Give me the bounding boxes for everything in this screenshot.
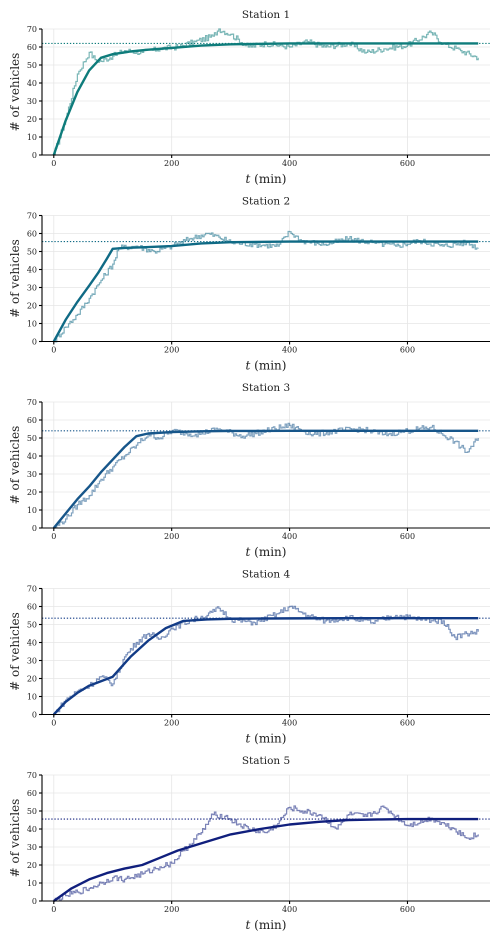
- y-tick-label: 0: [32, 524, 37, 533]
- y-tick-label: 70: [27, 211, 37, 220]
- y-tick-label: 60: [27, 229, 37, 238]
- mean-curve-line: [52, 617, 479, 716]
- y-tick-label: 10: [27, 879, 37, 888]
- y-tick-label: 0: [32, 897, 37, 906]
- y-tick-label: 0: [32, 337, 37, 346]
- station-panel-3: Station 3 0 10 20 30 40 50 60 70 0 200 400 600 t (min…: [8, 382, 490, 559]
- y-tick-label: 50: [27, 620, 37, 629]
- x-tick-label: 400: [282, 905, 297, 914]
- y-tick-label: 20: [27, 674, 37, 683]
- x-axis-label: t (min): [246, 359, 287, 373]
- y-axis-label: # of vehicles: [8, 612, 22, 691]
- y-tick-label: 0: [32, 710, 37, 719]
- x-tick-label: 400: [282, 159, 297, 168]
- station-panel-5: Station 5 0 10 20 30 40 50 60 70 0 200 400 600 t (min…: [8, 755, 490, 932]
- x-tick-label: 600: [400, 719, 415, 728]
- x-tick-label: 0: [51, 905, 56, 914]
- y-tick-label: 0: [32, 151, 37, 160]
- x-tick-label: 0: [51, 719, 56, 728]
- station-panel-2: Station 2 0 10 20 30 40 50 60 70 0 200 400 600 t (min…: [8, 196, 490, 373]
- mean-curve-line: [52, 240, 479, 343]
- y-axis-label: # of vehicles: [8, 799, 22, 878]
- y-tick-label: 20: [27, 488, 37, 497]
- y-tick-label: 40: [27, 265, 37, 274]
- chart-title: Station 2: [242, 196, 290, 208]
- y-tick-label: 20: [27, 115, 37, 124]
- y-axis-label: # of vehicles: [8, 426, 22, 505]
- y-tick-label: 10: [27, 692, 37, 701]
- simulation-line: [53, 805, 479, 902]
- simulation-line: [53, 422, 479, 529]
- y-tick-label: 30: [27, 843, 37, 852]
- y-tick-label: 10: [27, 319, 37, 328]
- simulation-line: [53, 28, 479, 156]
- chart-title: Station 1: [242, 9, 290, 21]
- y-tick-label: 40: [27, 825, 37, 834]
- y-tick-label: 40: [27, 638, 37, 647]
- y-tick-label: 50: [27, 61, 37, 70]
- x-tick-label: 200: [164, 159, 179, 168]
- y-tick-label: 60: [27, 602, 37, 611]
- y-tick-label: 30: [27, 97, 37, 106]
- x-tick-label: 0: [51, 532, 56, 541]
- simulation-line: [53, 605, 479, 716]
- mean-curve-line: [52, 42, 479, 156]
- mean-curve-line: [53, 817, 479, 902]
- y-axis-label: # of vehicles: [8, 239, 22, 318]
- y-tick-label: 70: [27, 398, 37, 407]
- y-tick-label: 10: [27, 133, 37, 142]
- y-tick-label: 20: [27, 301, 37, 310]
- y-tick-label: 70: [27, 25, 37, 34]
- y-tick-label: 40: [27, 452, 37, 461]
- y-tick-label: 70: [27, 584, 37, 593]
- x-tick-label: 600: [400, 346, 415, 355]
- x-tick-label: 400: [282, 346, 297, 355]
- x-axis-label: t (min): [246, 918, 287, 932]
- x-axis-label: t (min): [246, 172, 287, 186]
- x-tick-label: 400: [282, 532, 297, 541]
- chart-title: Station 4: [242, 569, 291, 581]
- x-tick-label: 600: [400, 159, 415, 168]
- x-tick-label: 200: [164, 905, 179, 914]
- y-tick-label: 50: [27, 434, 37, 443]
- chart-title: Station 3: [242, 382, 290, 394]
- x-tick-label: 200: [164, 346, 179, 355]
- y-tick-label: 10: [27, 506, 37, 515]
- y-tick-label: 20: [27, 861, 37, 870]
- station-panel-4: Station 4 0 10 20 30 40 50 60 70 0 200 400 600 t (min…: [8, 569, 490, 746]
- x-tick-label: 600: [400, 532, 415, 541]
- mean-curve-line: [52, 429, 479, 529]
- x-axis-label: t (min): [246, 545, 287, 559]
- y-tick-label: 30: [27, 656, 37, 665]
- x-tick-label: 0: [51, 346, 56, 355]
- x-tick-label: 200: [164, 719, 179, 728]
- y-tick-label: 50: [27, 807, 37, 816]
- x-tick-label: 0: [51, 159, 56, 168]
- y-tick-label: 60: [27, 789, 37, 798]
- y-tick-label: 70: [27, 771, 37, 780]
- x-tick-label: 400: [282, 719, 297, 728]
- x-tick-label: 600: [400, 905, 415, 914]
- y-tick-label: 60: [27, 43, 37, 52]
- x-tick-label: 200: [164, 532, 179, 541]
- x-axis-label: t (min): [246, 732, 287, 746]
- y-tick-label: 60: [27, 416, 37, 425]
- y-tick-label: 30: [27, 283, 37, 292]
- y-tick-label: 50: [27, 247, 37, 256]
- y-tick-label: 30: [27, 470, 37, 479]
- y-axis-label: # of vehicles: [8, 53, 22, 132]
- y-tick-label: 40: [27, 79, 37, 88]
- simulation-line: [53, 230, 479, 343]
- station-panel-1: Station 1 0 10 20 30 40 50 60 70 0 200 400 600 t (min…: [8, 9, 490, 186]
- chart-title: Station 5: [242, 755, 290, 767]
